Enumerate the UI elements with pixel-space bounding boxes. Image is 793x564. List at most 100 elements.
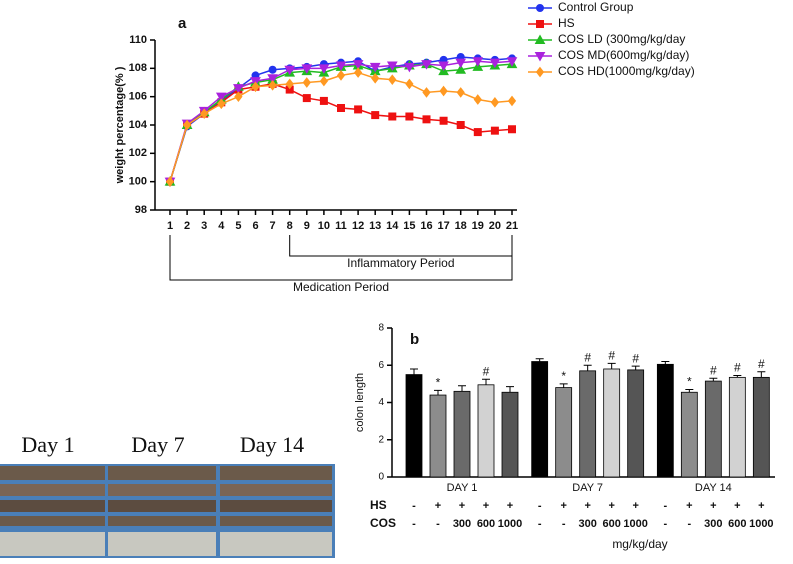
condition-value: + bbox=[734, 500, 740, 512]
x-tick-label: 7 bbox=[270, 220, 276, 232]
significance-marker: # bbox=[758, 357, 765, 371]
x-tick-label: 14 bbox=[386, 220, 399, 232]
condition-value: + bbox=[560, 500, 566, 512]
y-tick-label: 0 bbox=[378, 472, 384, 483]
significance-marker: # bbox=[483, 364, 490, 378]
condition-value: + bbox=[710, 500, 716, 512]
condition-value: 300 bbox=[578, 518, 596, 530]
point bbox=[354, 105, 363, 114]
colon-strip bbox=[220, 484, 332, 496]
error-bar bbox=[631, 365, 640, 370]
chart-title: b bbox=[410, 331, 419, 348]
bar bbox=[627, 369, 645, 478]
colon-strip bbox=[0, 516, 105, 526]
x-tick-label: 10 bbox=[318, 220, 330, 232]
point bbox=[268, 65, 277, 74]
y-tick-label: 6 bbox=[378, 360, 384, 371]
condition-value: - bbox=[687, 518, 691, 530]
point bbox=[352, 60, 364, 70]
legend-label: COS LD (300mg/kg/day bbox=[558, 32, 685, 46]
x-tick-label: 13 bbox=[369, 220, 381, 232]
condition-value: - bbox=[436, 518, 440, 530]
error-bar bbox=[757, 371, 766, 378]
colon-strip bbox=[0, 484, 105, 496]
y-tick-label: 100 bbox=[129, 176, 147, 188]
colon-strip bbox=[0, 466, 105, 480]
condition-value: 300 bbox=[704, 518, 722, 530]
error-bar bbox=[410, 368, 418, 375]
error-bar bbox=[434, 389, 442, 396]
point bbox=[165, 176, 175, 187]
point bbox=[337, 104, 345, 112]
point bbox=[182, 119, 192, 131]
point bbox=[422, 87, 431, 98]
ruler bbox=[220, 532, 332, 556]
point bbox=[285, 78, 294, 90]
point bbox=[318, 64, 330, 74]
bar bbox=[531, 361, 549, 478]
point bbox=[302, 77, 311, 88]
point bbox=[439, 85, 448, 97]
y-tick-label: 102 bbox=[129, 147, 147, 159]
point bbox=[319, 75, 329, 87]
annotation: Inflammatory Period bbox=[347, 256, 454, 270]
x-tick-label: 6 bbox=[252, 220, 258, 232]
point bbox=[439, 116, 448, 125]
legend-marker bbox=[536, 20, 544, 28]
annotation: Medication Period bbox=[293, 280, 389, 294]
x-tick-label: 18 bbox=[455, 220, 467, 232]
photo-header bbox=[0, 426, 335, 464]
y-tick-label: 106 bbox=[129, 91, 147, 103]
error-bar bbox=[482, 378, 490, 385]
significance-marker: * bbox=[436, 376, 441, 390]
condition-value: + bbox=[584, 500, 590, 512]
point bbox=[336, 70, 346, 81]
significance-marker: # bbox=[710, 363, 717, 377]
colon-strip bbox=[220, 500, 332, 512]
error-bar bbox=[709, 377, 718, 382]
condition-value: - bbox=[538, 500, 542, 512]
legend-marker bbox=[535, 66, 545, 78]
point bbox=[405, 112, 414, 121]
photo-label: Day 14 bbox=[240, 432, 304, 457]
point bbox=[369, 62, 381, 73]
point bbox=[508, 125, 516, 134]
condition-value: - bbox=[538, 518, 542, 530]
x-tick-label: 4 bbox=[218, 220, 225, 232]
legend-label: COS MD(600mg/kg/day) bbox=[558, 48, 689, 62]
photo-label: Day 7 bbox=[131, 432, 184, 457]
colon-strip bbox=[108, 484, 216, 496]
y-tick-label: 2 bbox=[378, 434, 384, 445]
x-tick-label: DAY 1 bbox=[447, 482, 478, 494]
bar bbox=[656, 363, 674, 478]
condition-unit: mg/kg/day bbox=[612, 537, 667, 551]
y-tick-label: 110 bbox=[129, 34, 147, 46]
significance-marker: # bbox=[608, 349, 615, 363]
x-tick-label: 1 bbox=[167, 220, 173, 232]
condition-value: - bbox=[562, 518, 566, 530]
photo-label: Day 1 bbox=[21, 432, 74, 457]
bar bbox=[728, 376, 746, 478]
x-tick-label: DAY 14 bbox=[695, 482, 732, 494]
colon-strip bbox=[108, 500, 216, 512]
bar bbox=[704, 380, 722, 478]
condition-value: + bbox=[686, 500, 692, 512]
point bbox=[405, 78, 414, 90]
condition-value: 600 bbox=[477, 518, 495, 530]
significance-marker: * bbox=[561, 369, 566, 383]
x-tick-label: 2 bbox=[184, 220, 190, 232]
point bbox=[335, 61, 347, 72]
x-tick-label: 3 bbox=[201, 220, 207, 232]
point bbox=[506, 57, 518, 67]
bracket bbox=[169, 235, 513, 281]
error-bar bbox=[685, 388, 694, 393]
bar bbox=[453, 390, 471, 478]
y-axis-label: weight percentage(% ) bbox=[114, 66, 126, 184]
point bbox=[200, 108, 209, 119]
point bbox=[472, 57, 484, 67]
point bbox=[353, 67, 363, 78]
legend-label: COS HD(1000mg/kg/day) bbox=[558, 64, 695, 78]
point bbox=[507, 95, 517, 107]
